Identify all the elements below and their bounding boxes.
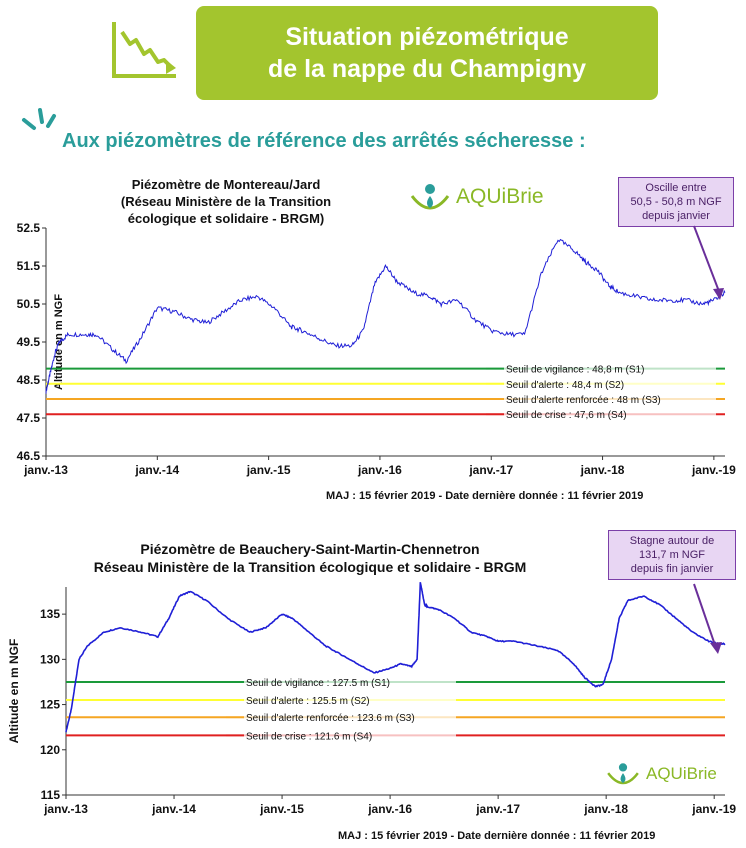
- logo-text-b: Brie: [686, 764, 717, 783]
- threshold-label-bg: [226, 675, 456, 688]
- banner-title-line1: Situation piézométrique: [285, 23, 569, 51]
- banner-title-line2: de la nappe du Champigny: [267, 55, 587, 83]
- x-tick-label: janv.-16: [357, 463, 402, 477]
- callout-line: depuis janvier: [642, 210, 710, 222]
- callout-arrowhead: [713, 288, 724, 300]
- logo-text-a: AQUi: [456, 185, 507, 208]
- threshold-label-bg: [486, 377, 716, 390]
- chart1-title-line: (Réseau Ministère de la Transition: [120, 194, 332, 209]
- callout-line: Oscille entre: [645, 182, 707, 194]
- x-tick-label: janv.-18: [580, 463, 625, 477]
- callout-line: Stagne autour de: [629, 535, 715, 547]
- y-tick-label: 50.5: [17, 297, 41, 311]
- chart2-title: Piézomètre de Beauchery-Saint-Martin-Che…: [10, 540, 610, 576]
- logo-text-b: Brie: [506, 185, 544, 208]
- y-tick-label: 52.5: [17, 221, 41, 235]
- callout-line: 131,7 m NGF: [638, 549, 706, 561]
- aquibrie-logo: AQUiBrie: [606, 760, 717, 788]
- logo-text: AQUiBrie: [646, 764, 717, 784]
- callout-arrow: [693, 225, 721, 295]
- threshold-label-bg: [486, 393, 716, 405]
- chart1-callout: Oscille entre 50,5 - 50,8 m NGF depuis j…: [618, 177, 734, 227]
- threshold-label: Seuil de crise : 121.6 m (S4): [246, 731, 372, 742]
- y-tick-label: 51.5: [17, 259, 41, 273]
- y-tick-label: 49.5: [17, 335, 41, 349]
- y-tick-label: 120: [40, 743, 60, 757]
- threshold-label: Seuil de vigilance : 127.5 m (S1): [246, 678, 390, 689]
- title-banner: Situation piézométrique de la nappe du C…: [196, 6, 658, 100]
- trend-down-icon: [112, 22, 176, 78]
- logo-text-a: AQUi: [646, 764, 687, 783]
- chart2-title-line: Réseau Ministère de la Transition écolog…: [93, 559, 527, 575]
- y-tick-label: 48.5: [17, 373, 41, 387]
- x-tick-label: janv.-15: [246, 463, 291, 477]
- chart2-title-line: Piézomètre de Beauchery-Saint-Martin-Che…: [140, 541, 480, 557]
- x-tick-label: janv.-14: [134, 463, 179, 477]
- callout-arrowhead: [710, 642, 722, 654]
- chart1-update-note: MAJ : 15 février 2019 - Date dernière do…: [326, 490, 644, 502]
- y-tick-label: 115: [41, 788, 61, 802]
- threshold-label-bg: [226, 694, 456, 707]
- threshold-label-bg: [226, 711, 456, 724]
- drop-logo-icon: [607, 763, 639, 785]
- threshold-label: Seuil de crise : 47,6 m (S4): [506, 410, 627, 421]
- threshold-label: Seuil d'alerte : 125.5 m (S2): [246, 696, 370, 707]
- aquibrie-logo: AQUiBrie: [410, 180, 544, 214]
- x-tick-label: janv.-15: [259, 802, 304, 816]
- y-axis-label: Altitude en m NGF: [7, 639, 21, 744]
- logo-text: AQUiBrie: [456, 185, 544, 209]
- chart2-callout: Stagne autour de 131,7 m NGF depuis fin …: [608, 530, 736, 580]
- threshold-label: Seuil d'alerte renforcée : 48 m (S3): [506, 395, 661, 406]
- y-tick-label: 130: [40, 652, 60, 666]
- section-subtitle: Aux piézomètres de référence des arrêtés…: [62, 130, 586, 152]
- sparkle-icon: [22, 108, 56, 130]
- threshold-label-bg: [486, 408, 716, 421]
- threshold-label: Seuil de vigilance : 48,8 m (S1): [506, 365, 644, 376]
- chart2-update-note: MAJ : 15 février 2019 - Date dernière do…: [338, 830, 656, 842]
- piezometric-series-line: [45, 238, 726, 394]
- y-tick-label: 47.5: [17, 411, 41, 425]
- callout-line: 50,5 - 50,8 m NGF: [630, 196, 722, 208]
- piezometric-series-line: [65, 582, 726, 733]
- threshold-label-bg: [486, 362, 716, 375]
- callout-line: depuis fin janvier: [630, 563, 714, 575]
- x-tick-label: janv.-17: [468, 463, 513, 477]
- x-tick-label: janv.-13: [23, 463, 68, 477]
- threshold-label-bg: [226, 729, 456, 742]
- drop-logo-icon: [410, 184, 450, 210]
- x-tick-label: janv.-14: [151, 802, 196, 816]
- callout-arrow: [693, 583, 717, 649]
- x-tick-label: janv.-13: [43, 802, 88, 816]
- y-tick-label: 135: [40, 607, 60, 621]
- y-tick-label: 125: [40, 698, 60, 712]
- chart1-title-line: Piézomètre de Montereau/Jard: [131, 177, 321, 192]
- x-tick-label: janv.-17: [475, 802, 520, 816]
- x-tick-label: janv.-19: [691, 463, 736, 477]
- chart1-title: Piézomètre de Montereau/Jard (Réseau Min…: [78, 176, 374, 227]
- x-tick-label: janv.-18: [583, 802, 628, 816]
- y-tick-label: 46.5: [17, 449, 41, 463]
- threshold-label: Seuil d'alerte : 48,4 m (S2): [506, 380, 624, 391]
- chart1-title-line: écologique et solidaire - BRGM): [127, 211, 325, 226]
- threshold-label: Seuil d'alerte renforcée : 123.6 m (S3): [246, 713, 415, 724]
- x-tick-label: janv.-19: [691, 802, 736, 816]
- x-tick-label: janv.-16: [367, 802, 412, 816]
